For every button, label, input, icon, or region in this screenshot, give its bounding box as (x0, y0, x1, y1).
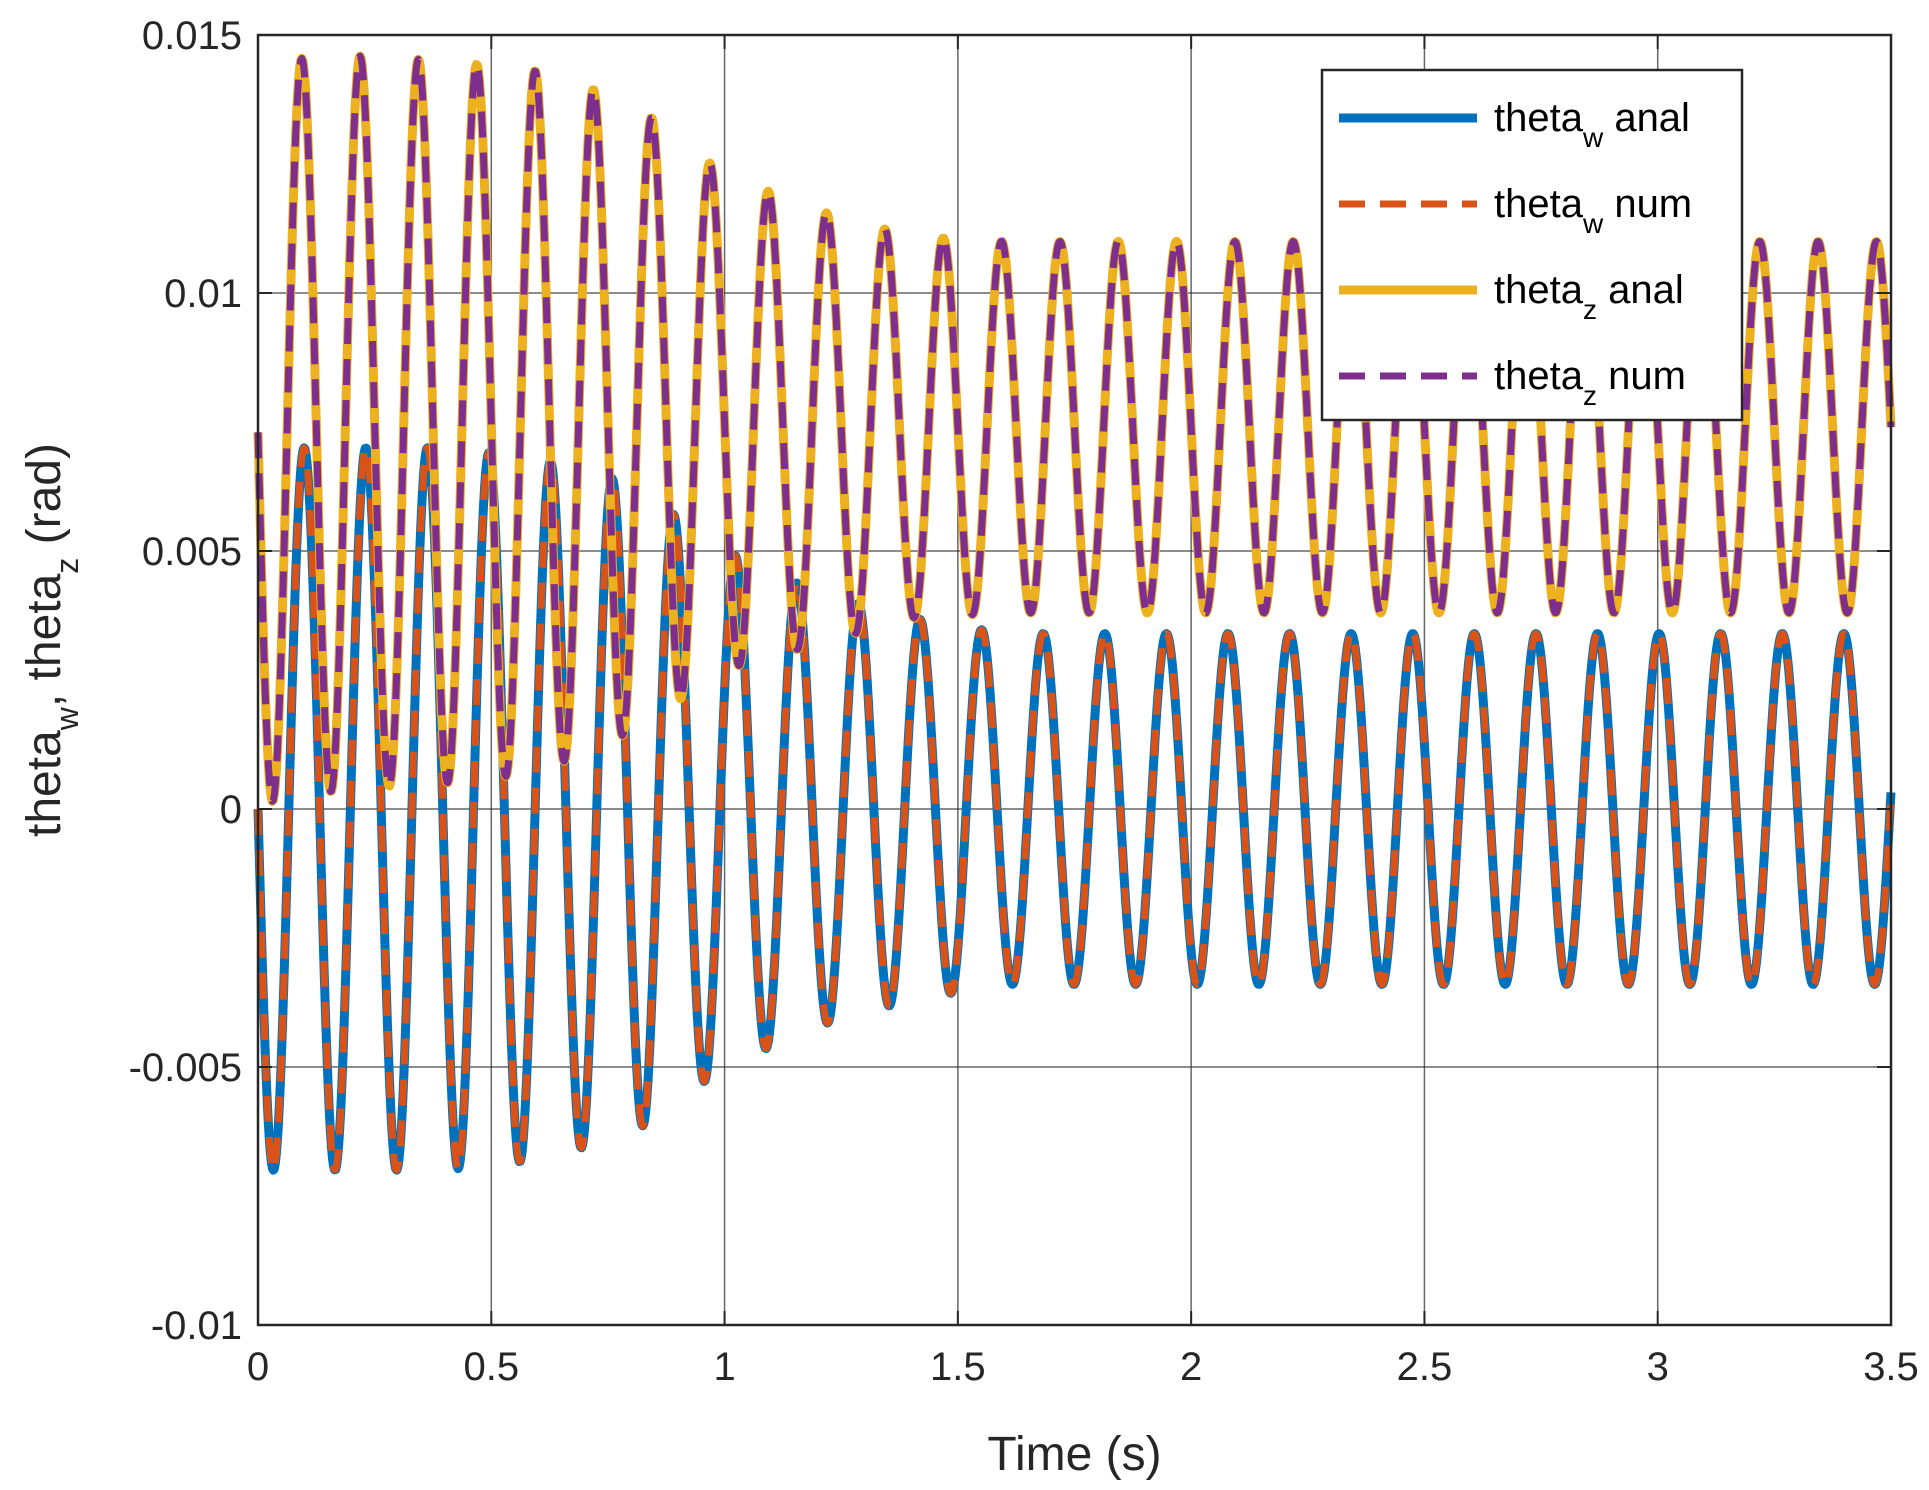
legend-label: thetaz num (1494, 354, 1686, 411)
legend-box (1320, 68, 1744, 422)
x-tick-label: 2 (1180, 1345, 1202, 1389)
legend-label: thetaw anal (1494, 96, 1690, 153)
y-tick-label: 0.005 (142, 530, 242, 574)
legend-label: thetaz anal (1494, 268, 1684, 325)
x-tick-label: 2.5 (1397, 1345, 1453, 1389)
series-layer (253, 51, 1896, 1175)
y-tick-label: 0 (220, 788, 242, 832)
x-tick-label: 3 (1647, 1345, 1669, 1389)
x-tick-label: 0 (247, 1345, 269, 1389)
x-axis-label: Time (s) (987, 1428, 1161, 1481)
tick-marks (257, 34, 1892, 1326)
x-tick-label: 1.5 (930, 1345, 986, 1389)
x-tick-label: 1 (713, 1345, 735, 1389)
y-axis-label: thetaw, thetaz (rad) (18, 443, 85, 837)
series-line-theta-w-num (254, 444, 1895, 1174)
x-tick-label: 0.5 (463, 1345, 519, 1389)
x-tick-labels: 0 0.5 1 1.5 2 2.5 3 3.5 (247, 1345, 1919, 1389)
axes-box (256, 33, 1893, 1327)
y-tick-label: 0.015 (142, 14, 242, 58)
y-tick-labels: -0.01 -0.005 0 0.005 0.01 0.015 (129, 14, 242, 1348)
y-tick-label: -0.005 (129, 1046, 242, 1090)
x-tick-label: 3.5 (1863, 1345, 1919, 1389)
y-tick-label: -0.01 (151, 1304, 242, 1348)
series-line-theta-z-num (254, 52, 1895, 805)
y-tick-label: 0.01 (164, 272, 242, 316)
legend: thetaw anal thetaw num thetaz anal thetaz n… (1320, 68, 1744, 422)
legend-label: thetaw num (1494, 182, 1692, 239)
